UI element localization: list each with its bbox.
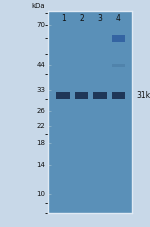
Text: 22: 22: [36, 123, 45, 128]
Text: 44: 44: [36, 62, 45, 68]
Text: 2: 2: [79, 14, 84, 23]
Text: kDa: kDa: [31, 3, 45, 9]
Text: 33: 33: [36, 87, 45, 93]
Text: 31kDa: 31kDa: [136, 91, 150, 100]
Text: 18: 18: [36, 140, 45, 146]
Text: 1: 1: [61, 14, 66, 23]
Bar: [112, 92, 125, 99]
Bar: [112, 35, 125, 42]
Bar: [75, 92, 88, 99]
Text: 14: 14: [36, 162, 45, 168]
Text: 3: 3: [98, 14, 102, 23]
Text: 70: 70: [36, 22, 45, 28]
Bar: [112, 64, 125, 67]
Bar: [56, 92, 70, 99]
Text: 26: 26: [36, 108, 45, 114]
Bar: [93, 92, 107, 99]
Text: 4: 4: [116, 14, 121, 23]
Text: 10: 10: [36, 191, 45, 197]
